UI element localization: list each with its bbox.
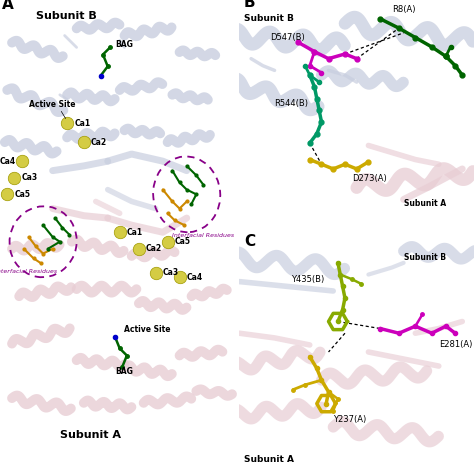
Text: Y237(A): Y237(A): [333, 415, 366, 424]
Text: Subunit A: Subunit A: [60, 430, 121, 440]
Text: Ca3: Ca3: [163, 268, 179, 277]
Text: B: B: [244, 0, 255, 10]
Text: Active Site: Active Site: [29, 100, 75, 109]
Text: A: A: [2, 0, 14, 12]
Text: Interfacial Residues: Interfacial Residues: [0, 269, 57, 273]
Text: Ca4: Ca4: [0, 157, 16, 165]
Text: C: C: [244, 235, 255, 249]
Text: Ca3: Ca3: [21, 173, 37, 182]
Text: Y435(B): Y435(B): [291, 274, 324, 283]
Text: Subunit B: Subunit B: [403, 254, 446, 263]
Text: Ca2: Ca2: [91, 138, 107, 146]
Text: Subunit B: Subunit B: [244, 14, 294, 23]
Text: Active Site: Active Site: [125, 325, 171, 334]
Text: E281(A): E281(A): [439, 340, 472, 349]
Text: Ca1: Ca1: [74, 119, 91, 128]
Text: R8(A): R8(A): [392, 5, 415, 14]
Text: Ca5: Ca5: [14, 190, 30, 199]
Text: Subunit A: Subunit A: [403, 200, 446, 209]
Text: Ca1: Ca1: [127, 228, 143, 237]
Text: BAG: BAG: [115, 367, 133, 376]
Text: Ca5: Ca5: [175, 237, 191, 246]
Text: R544(B): R544(B): [274, 99, 309, 108]
Text: Ca2: Ca2: [146, 245, 162, 253]
Text: Interfacial Residues: Interfacial Residues: [173, 233, 235, 238]
Text: D273(A): D273(A): [352, 173, 387, 182]
Text: Ca4: Ca4: [187, 273, 203, 282]
Text: Subunit A: Subunit A: [244, 455, 294, 464]
Text: Subunit B: Subunit B: [36, 11, 97, 21]
Text: D547(B): D547(B): [270, 33, 305, 42]
Text: BAG: BAG: [115, 40, 133, 49]
